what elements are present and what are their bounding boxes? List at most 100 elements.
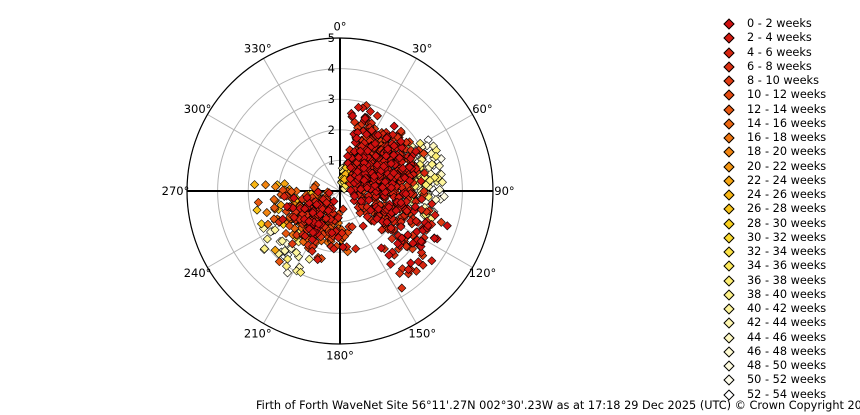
legend-marker-icon [723,317,735,330]
data-point [386,159,396,169]
legend-label: 26 - 28 weeks [747,202,827,216]
legend-marker-icon [723,203,735,216]
data-point [406,154,416,164]
data-point [339,174,350,184]
legend-marker-icon [723,274,735,287]
data-point [376,243,386,253]
data-point [296,267,306,277]
legend-label: 50 - 52 weeks [747,373,827,387]
data-point [323,206,333,216]
data-point [282,202,292,212]
data-point [384,250,394,260]
angular-tick-label: 330° [244,42,272,56]
radial-tick-label: 2 [328,123,335,137]
data-point [379,161,389,171]
legend-item: 40 - 42 weeks [720,302,855,316]
legend-label: 0 - 2 weeks [747,17,812,30]
data-point [288,203,298,213]
legend-marker-icon [723,374,735,387]
data-point [270,225,280,235]
main-axes [186,37,494,345]
legend-label: 34 - 36 weeks [747,259,827,273]
data-point [274,257,284,267]
data-point [287,239,297,249]
data-point [343,151,353,161]
legend-label: 6 - 8 weeks [747,59,812,73]
data-point [404,162,415,172]
legend-marker-icon [723,289,735,301]
data-point [369,171,379,181]
legend-marker-icon [723,18,735,30]
data-point [262,208,272,218]
legend-marker-icon [723,189,735,201]
footer-caption: Firth of Forth WaveNet Site 56°11'.27N 0… [256,399,860,412]
data-point [417,194,427,204]
angular-tick-labels: 0° 30° 60° 90° 120° 150° 180° 210° 240° 270° 300° 3… [162,20,515,363]
data-point [415,138,425,148]
data-point [401,241,411,251]
angular-tick-label: 0° [333,20,346,34]
data-point [389,168,399,178]
angular-tick-label: 150° [408,326,436,340]
data-point [327,228,337,238]
legend-label: 52 - 54 weeks [747,387,827,401]
data-point [402,206,412,216]
legend-item: 24 - 26 weeks [720,188,855,202]
legend-item: 52 - 54 weeks [720,388,855,402]
data-point [412,227,422,237]
data-point [333,213,343,223]
data-point [431,151,441,161]
data-point [430,210,440,220]
data-point [250,180,260,190]
data-point [411,146,421,156]
data-point [386,223,396,233]
data-point [389,121,399,131]
data-point [321,213,331,223]
legend-marker-icon [723,89,735,102]
data-point [270,182,281,192]
data-point [413,257,423,267]
data-point [253,197,263,207]
data-point [372,160,382,170]
outer-ring [186,37,494,345]
legend-marker-icon [723,146,735,159]
angular-tick-label: 30° [412,42,432,56]
legend-item: 16 - 18 weeks [720,131,855,145]
legend-item: 30 - 32 weeks [720,231,855,245]
legend-label: 46 - 48 weeks [747,344,827,358]
legend-label: 4 - 6 weeks [747,45,812,59]
data-point [365,106,375,117]
data-point [281,228,291,239]
legend-item: 6 - 8 weeks [720,60,855,74]
legend-label: 12 - 14 weeks [747,102,827,116]
data-point [252,205,262,215]
data-point [398,163,408,173]
data-point [431,145,441,155]
data-point [278,185,288,195]
legend-label: 22 - 24 weeks [747,173,827,187]
spoke-330 [263,58,341,192]
data-point [435,185,445,195]
legend-label: 48 - 50 weeks [747,359,827,372]
data-point [394,153,405,163]
radial-tick-label: 5 [328,31,335,45]
legend-item: 4 - 6 weeks [720,46,855,60]
legend-item: 20 - 22 weeks [720,160,855,174]
legend-label: 44 - 46 weeks [747,330,827,344]
data-point [403,264,413,274]
data-point [353,102,363,112]
legend-marker-icon [723,132,735,144]
legend-item: 46 - 48 weeks [720,345,855,359]
data-point [406,216,416,226]
data-point [263,219,273,229]
data-point [386,259,396,269]
legend: 0 - 2 weeks 2 - 4 weeks 4 - 6 weeks 6 - 8 w… [720,17,855,402]
legend-label: 40 - 42 weeks [747,302,827,315]
data-point [353,167,363,177]
data-point [269,203,279,213]
data-point [349,146,360,157]
spoke-300 [207,114,341,192]
data-point [396,198,406,208]
radial-tick-label: 3 [328,92,335,106]
